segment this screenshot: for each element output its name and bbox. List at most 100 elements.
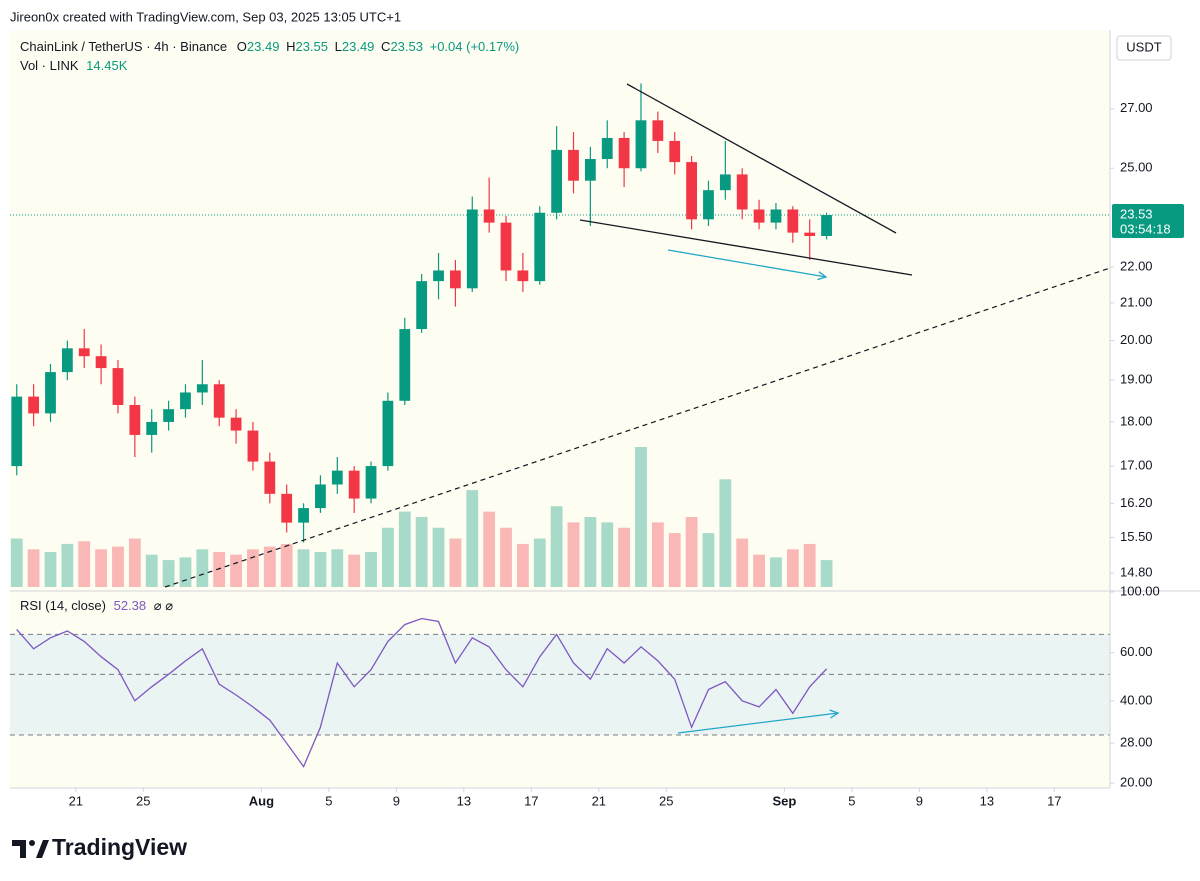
rsi-tick-label: 40.00 bbox=[1120, 692, 1153, 707]
x-tick-label: 17 bbox=[1047, 793, 1061, 808]
volume-bar bbox=[786, 549, 799, 587]
candle-body bbox=[382, 400, 394, 467]
volume-bar bbox=[314, 552, 327, 587]
last-price-label: 23.53 bbox=[1120, 206, 1153, 221]
y-tick-label: 17.00 bbox=[1120, 458, 1153, 473]
candle-body bbox=[146, 421, 158, 435]
candle-body bbox=[264, 461, 276, 494]
y-tick-label: 20.00 bbox=[1120, 332, 1153, 347]
legend-main: ChainLink / TetherUS · 4h · Binance O23.… bbox=[20, 39, 519, 54]
volume-bar bbox=[196, 549, 209, 587]
currency: USDT bbox=[1126, 39, 1161, 54]
volume-bar bbox=[162, 560, 175, 587]
candle-body bbox=[365, 466, 377, 499]
candle-body bbox=[28, 396, 40, 414]
volume-bar bbox=[533, 538, 546, 587]
volume-bar bbox=[719, 479, 732, 587]
x-tick-label: Aug bbox=[249, 793, 274, 808]
candle-body bbox=[686, 162, 697, 220]
volume-bar bbox=[618, 527, 631, 587]
countdown: 03:54:18 bbox=[1120, 221, 1171, 236]
volume-bar bbox=[702, 533, 715, 587]
legend-rsi: RSI (14, close) 52.38 ⌀ ⌀ bbox=[20, 598, 173, 613]
rsi-band-fill bbox=[10, 634, 1110, 735]
logo-icon bbox=[29, 840, 35, 846]
volume-bar bbox=[179, 557, 192, 587]
volume-bar bbox=[770, 557, 782, 587]
ohlc-label: L bbox=[335, 39, 342, 54]
candle-body bbox=[416, 281, 428, 330]
price-arrow bbox=[667, 249, 826, 277]
candle-body bbox=[517, 270, 529, 282]
currency-box[interactable] bbox=[1116, 35, 1172, 61]
volume-bar bbox=[10, 538, 23, 587]
volume-bar bbox=[365, 552, 377, 587]
volume-bar bbox=[280, 543, 293, 587]
candle-body bbox=[703, 190, 714, 220]
x-tick-label: 25 bbox=[136, 793, 150, 808]
volume-bar bbox=[61, 543, 74, 587]
volume-bar bbox=[584, 517, 597, 587]
candle-body bbox=[78, 348, 90, 357]
candle-body bbox=[500, 222, 512, 271]
volume-bar bbox=[483, 511, 496, 587]
x-tick-label: 5 bbox=[848, 793, 855, 808]
volume-bar bbox=[112, 546, 124, 587]
volume-bar bbox=[601, 522, 614, 587]
candle-body bbox=[568, 149, 579, 181]
volume-bar bbox=[213, 552, 226, 587]
volume-bar bbox=[736, 538, 749, 587]
volume-bar bbox=[803, 543, 816, 587]
candle-body bbox=[753, 209, 765, 223]
volume-bar bbox=[685, 517, 698, 587]
logo-icon bbox=[36, 840, 49, 858]
volume-bar bbox=[415, 517, 428, 587]
candle-body bbox=[331, 470, 343, 485]
ohlc-value: 23.49 bbox=[342, 39, 375, 54]
candle-body bbox=[483, 209, 495, 223]
candle-body bbox=[787, 209, 799, 233]
x-tick-label: 21 bbox=[592, 793, 606, 808]
rsi-legend: RSI (14, close) bbox=[20, 598, 106, 613]
x-tick-label: 25 bbox=[659, 793, 673, 808]
candle-body bbox=[45, 372, 56, 414]
ohlc-value: 23.53 bbox=[390, 39, 423, 54]
volume-bar bbox=[500, 527, 512, 587]
logo-icon bbox=[12, 840, 26, 858]
x-tick-label: 13 bbox=[980, 793, 994, 808]
candle-body bbox=[315, 484, 326, 509]
rsi-tick-label: 20.00 bbox=[1120, 775, 1153, 790]
candle-body bbox=[298, 508, 309, 523]
y-tick-label: 27.00 bbox=[1120, 100, 1153, 115]
volume-bar bbox=[263, 546, 276, 587]
candle-body bbox=[213, 384, 225, 418]
volume-bar bbox=[382, 527, 394, 587]
candle-body bbox=[804, 232, 816, 236]
volume-legend: Vol · LINK bbox=[20, 58, 79, 73]
x-tick-label: 5 bbox=[325, 793, 332, 808]
volume-bar bbox=[820, 560, 833, 587]
y-tick-label: 18.00 bbox=[1120, 413, 1153, 428]
volume-bar bbox=[331, 549, 344, 587]
x-tick-label: 13 bbox=[457, 793, 471, 808]
rsi-tick-label: 100.00 bbox=[1120, 583, 1160, 598]
volume-bar bbox=[247, 549, 259, 587]
candle-body bbox=[770, 209, 782, 223]
candle-body bbox=[112, 368, 124, 405]
candle-body bbox=[433, 270, 444, 282]
change: +0.04 (+0.17%) bbox=[430, 39, 520, 54]
candle-body bbox=[652, 120, 664, 141]
candle-body bbox=[551, 149, 563, 213]
y-tick-label: 22.00 bbox=[1120, 258, 1153, 273]
volume-bar bbox=[78, 541, 91, 587]
candle-body bbox=[601, 137, 613, 160]
y-tick-label: 25.00 bbox=[1120, 160, 1153, 175]
rsi-tick-label: 28.00 bbox=[1120, 735, 1153, 750]
wedge-upper-line bbox=[626, 83, 897, 234]
volume-bar bbox=[753, 554, 765, 587]
candle-body bbox=[669, 140, 681, 163]
candle-body bbox=[95, 356, 107, 369]
volume-bar bbox=[398, 511, 411, 587]
volume-bar bbox=[27, 549, 40, 587]
